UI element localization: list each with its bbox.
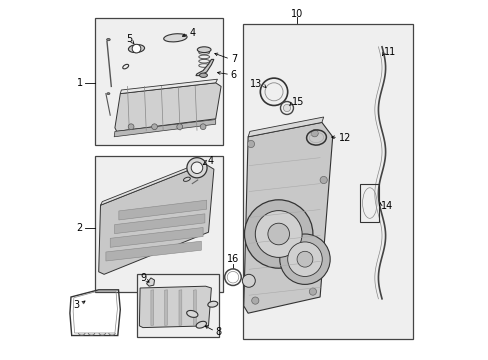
Circle shape <box>128 124 134 130</box>
Circle shape <box>132 44 141 53</box>
Polygon shape <box>114 120 215 137</box>
Text: 7: 7 <box>230 54 237 64</box>
Circle shape <box>200 124 205 130</box>
Ellipse shape <box>128 45 144 53</box>
Polygon shape <box>196 59 213 76</box>
Text: 5: 5 <box>126 34 132 44</box>
Ellipse shape <box>163 34 186 42</box>
Polygon shape <box>164 290 167 325</box>
Ellipse shape <box>183 177 190 181</box>
Ellipse shape <box>199 73 207 77</box>
Text: 3: 3 <box>73 300 79 310</box>
Text: 6: 6 <box>230 70 237 80</box>
Polygon shape <box>146 278 154 286</box>
Text: 4: 4 <box>207 156 213 166</box>
Bar <box>360 184 378 222</box>
Circle shape <box>177 124 182 130</box>
Bar <box>242 24 412 339</box>
Circle shape <box>309 288 316 295</box>
Circle shape <box>255 211 302 257</box>
Polygon shape <box>106 241 201 261</box>
Text: 2: 2 <box>76 222 82 233</box>
Circle shape <box>242 274 255 287</box>
Ellipse shape <box>107 93 110 94</box>
Ellipse shape <box>196 321 206 328</box>
Text: 9: 9 <box>141 273 146 283</box>
Polygon shape <box>139 286 211 328</box>
Text: 13: 13 <box>249 78 261 89</box>
Circle shape <box>283 104 290 112</box>
Polygon shape <box>120 79 217 94</box>
Circle shape <box>267 223 289 245</box>
Bar <box>136 274 218 337</box>
Polygon shape <box>247 117 323 137</box>
Text: 8: 8 <box>215 327 221 337</box>
Text: 15: 15 <box>291 96 304 107</box>
Ellipse shape <box>197 47 211 53</box>
Polygon shape <box>101 160 206 205</box>
Polygon shape <box>115 83 221 131</box>
Text: 10: 10 <box>290 9 302 19</box>
Bar <box>95 156 223 292</box>
Ellipse shape <box>106 39 110 41</box>
Circle shape <box>244 200 312 268</box>
Circle shape <box>247 140 254 148</box>
Text: 1: 1 <box>77 78 82 88</box>
Text: 14: 14 <box>380 201 392 211</box>
Polygon shape <box>179 290 182 325</box>
Circle shape <box>191 162 203 174</box>
Circle shape <box>186 158 206 178</box>
Ellipse shape <box>186 310 198 318</box>
Polygon shape <box>99 164 213 274</box>
Polygon shape <box>119 200 206 220</box>
Polygon shape <box>151 290 153 325</box>
Circle shape <box>279 234 329 284</box>
Circle shape <box>287 242 322 276</box>
Polygon shape <box>110 228 203 247</box>
Text: 11: 11 <box>383 47 395 57</box>
Text: 12: 12 <box>338 132 350 143</box>
Circle shape <box>320 176 326 184</box>
Ellipse shape <box>207 301 217 307</box>
Text: 16: 16 <box>226 253 239 264</box>
Polygon shape <box>193 290 196 325</box>
Circle shape <box>296 251 312 267</box>
Polygon shape <box>114 214 204 234</box>
Circle shape <box>151 124 157 130</box>
Bar <box>95 18 223 145</box>
Circle shape <box>310 130 318 137</box>
Circle shape <box>251 297 258 304</box>
Polygon shape <box>244 122 332 313</box>
Text: 4: 4 <box>189 28 196 38</box>
